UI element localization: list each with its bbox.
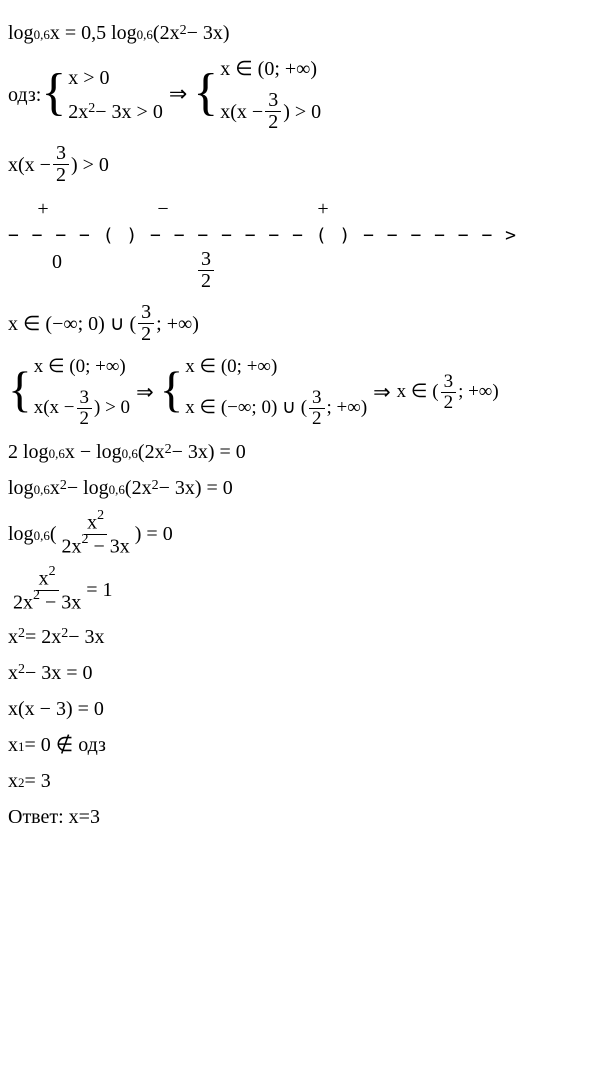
- sign-plus-1: +: [8, 196, 78, 222]
- frac-step5: x2 2x2 − 3x: [10, 567, 84, 613]
- sys1-row1: x > 0: [68, 65, 163, 91]
- sign-plus-2: +: [248, 196, 398, 222]
- number-line: − − − − ( ) − − − − − − − ( ) − − − − − …: [8, 224, 592, 247]
- root-1: x1 = 0 ∉ одз: [8, 732, 592, 758]
- tick-3-2: 3 2: [106, 249, 306, 292]
- frac-3-2: 3 2: [265, 90, 281, 133]
- step-7: x2 − 3x = 0: [8, 660, 592, 686]
- odz-label: одз:: [8, 82, 41, 108]
- frac-3-2: 3 2: [138, 302, 154, 345]
- step-6: x2 = 2x2 − 3x: [8, 624, 592, 650]
- implies-arrow: ⇒: [373, 379, 391, 406]
- brace-icon: {: [160, 370, 184, 410]
- step-8: x(x − 3) = 0: [8, 696, 592, 722]
- step-5: x2 2x2 − 3x = 1: [8, 567, 592, 613]
- inequality-line: x(x − 3 2 ) > 0: [8, 143, 592, 186]
- sys3-r1: x ∈ (0; +∞): [34, 355, 130, 380]
- eq-tail: − 3x): [187, 20, 230, 46]
- log-fraction: x2 2x2 − 3x: [58, 511, 132, 557]
- brace-icon: {: [193, 72, 218, 114]
- combined-systems: { x ∈ (0; +∞) x(x − 32 ) > 0 ⇒ { x ∈ (0;…: [8, 355, 592, 429]
- root-2: x2 = 3: [8, 768, 592, 794]
- implies-arrow: ⇒: [136, 379, 154, 406]
- sys2-row2: x(x − 3 2 ) > 0: [220, 90, 321, 133]
- system-4: { x ∈ (0; +∞) x ∈ (−∞; 0) ∪ ( 32 ; +∞): [160, 355, 368, 429]
- system-1: { x > 0 2x2 − 3x > 0: [41, 65, 163, 125]
- log-base-2: 0,6: [137, 27, 153, 44]
- system-3: { x ∈ (0; +∞) x(x − 32 ) > 0: [8, 355, 130, 429]
- eq-mid: x = 0,5 log: [50, 20, 137, 46]
- interval-line: x ∈ (−∞; 0) ∪ ( 3 2 ; +∞): [8, 302, 592, 345]
- brace-icon: {: [41, 72, 66, 114]
- log-text: log: [8, 20, 34, 46]
- step-3: log0,6 x2 − log0,6 (2x2 − 3x) = 0: [8, 475, 592, 501]
- domain-line: одз: { x > 0 2x2 − 3x > 0 ⇒ { x ∈ (0; +∞…: [8, 56, 592, 133]
- step-2: 2 log0,6 x − log0,6 (2x2 − 3x) = 0: [8, 439, 592, 465]
- tick-0: 0: [8, 249, 106, 292]
- sys2-row1: x ∈ (0; +∞): [220, 56, 321, 82]
- sys4-r1: x ∈ (0; +∞): [185, 355, 367, 380]
- equation-line-1: log 0,6 x = 0,5 log 0,6 (2x 2 − 3x): [8, 20, 592, 46]
- frac-3-2: 3 2: [53, 143, 69, 186]
- system-2: { x ∈ (0; +∞) x(x − 3 2 ) > 0: [193, 56, 321, 133]
- answer-line: Ответ: x=3: [8, 804, 592, 830]
- sys4-r2: x ∈ (−∞; 0) ∪ ( 32 ; +∞): [185, 388, 367, 429]
- step-4: log0,6 ( x2 2x2 − 3x ) = 0: [8, 511, 592, 557]
- log-base: 0,6: [34, 27, 50, 44]
- brace-icon: {: [8, 370, 32, 410]
- sign-chart: + − + − − − − ( ) − − − − − − − ( ) − − …: [8, 196, 592, 292]
- implies-arrow: ⇒: [169, 80, 187, 109]
- final-interval: x ∈ ( 32 ; +∞): [397, 372, 499, 413]
- sup-2: 2: [180, 22, 187, 40]
- sys3-r2: x(x − 32 ) > 0: [34, 388, 130, 429]
- sign-minus: −: [78, 196, 248, 222]
- eq-rhs: (2x: [153, 20, 180, 46]
- sys1-row2: 2x2 − 3x > 0: [68, 99, 163, 125]
